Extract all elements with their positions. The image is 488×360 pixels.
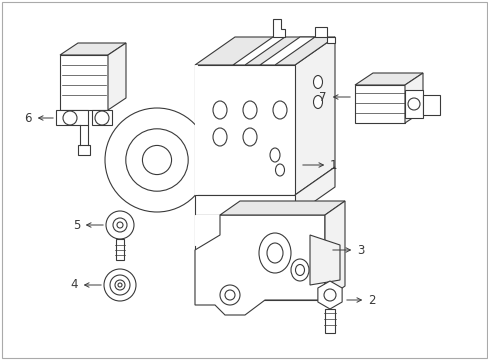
Text: 3: 3 bbox=[332, 243, 364, 257]
Ellipse shape bbox=[266, 243, 283, 263]
Polygon shape bbox=[294, 167, 334, 215]
Polygon shape bbox=[195, 215, 224, 245]
Ellipse shape bbox=[243, 128, 257, 146]
Circle shape bbox=[125, 129, 188, 191]
Polygon shape bbox=[232, 37, 285, 65]
Polygon shape bbox=[354, 73, 422, 85]
Circle shape bbox=[110, 275, 130, 295]
Polygon shape bbox=[78, 145, 90, 155]
Circle shape bbox=[106, 211, 134, 239]
Polygon shape bbox=[220, 201, 345, 215]
Ellipse shape bbox=[275, 164, 284, 176]
Polygon shape bbox=[325, 309, 334, 333]
Text: 5: 5 bbox=[73, 219, 103, 231]
Ellipse shape bbox=[272, 101, 286, 119]
Text: 1: 1 bbox=[302, 158, 337, 171]
Circle shape bbox=[113, 218, 127, 232]
Text: 6: 6 bbox=[24, 112, 53, 125]
Polygon shape bbox=[108, 43, 126, 110]
Ellipse shape bbox=[295, 265, 304, 275]
Ellipse shape bbox=[213, 128, 226, 146]
Polygon shape bbox=[404, 90, 422, 118]
Polygon shape bbox=[195, 215, 325, 315]
Polygon shape bbox=[92, 110, 112, 125]
Circle shape bbox=[115, 280, 125, 290]
Polygon shape bbox=[60, 43, 126, 55]
Polygon shape bbox=[195, 195, 294, 215]
Text: 7: 7 bbox=[319, 90, 349, 104]
Ellipse shape bbox=[290, 259, 308, 281]
Polygon shape bbox=[195, 215, 325, 300]
Polygon shape bbox=[272, 19, 285, 37]
Polygon shape bbox=[116, 239, 124, 260]
Circle shape bbox=[142, 145, 171, 175]
Circle shape bbox=[63, 111, 77, 125]
Circle shape bbox=[117, 222, 123, 228]
Polygon shape bbox=[195, 65, 197, 195]
Polygon shape bbox=[422, 95, 439, 115]
Polygon shape bbox=[260, 37, 314, 65]
Ellipse shape bbox=[243, 101, 257, 119]
Circle shape bbox=[324, 289, 335, 301]
Ellipse shape bbox=[259, 233, 290, 273]
Ellipse shape bbox=[213, 101, 226, 119]
Ellipse shape bbox=[313, 76, 322, 89]
Polygon shape bbox=[309, 235, 339, 285]
Ellipse shape bbox=[269, 148, 280, 162]
Circle shape bbox=[220, 285, 240, 305]
Circle shape bbox=[104, 269, 136, 301]
Ellipse shape bbox=[313, 95, 322, 108]
Polygon shape bbox=[60, 55, 108, 110]
Polygon shape bbox=[314, 27, 334, 43]
Circle shape bbox=[224, 290, 235, 300]
Polygon shape bbox=[56, 110, 88, 125]
Text: 4: 4 bbox=[70, 279, 101, 292]
Text: 2: 2 bbox=[346, 293, 375, 306]
Polygon shape bbox=[195, 65, 294, 195]
Circle shape bbox=[407, 98, 419, 110]
Circle shape bbox=[118, 283, 122, 287]
Polygon shape bbox=[404, 73, 422, 123]
Polygon shape bbox=[195, 37, 334, 65]
Circle shape bbox=[95, 111, 109, 125]
Circle shape bbox=[105, 108, 208, 212]
Polygon shape bbox=[325, 201, 345, 300]
Polygon shape bbox=[354, 85, 404, 123]
Polygon shape bbox=[317, 281, 342, 309]
Polygon shape bbox=[294, 37, 334, 195]
